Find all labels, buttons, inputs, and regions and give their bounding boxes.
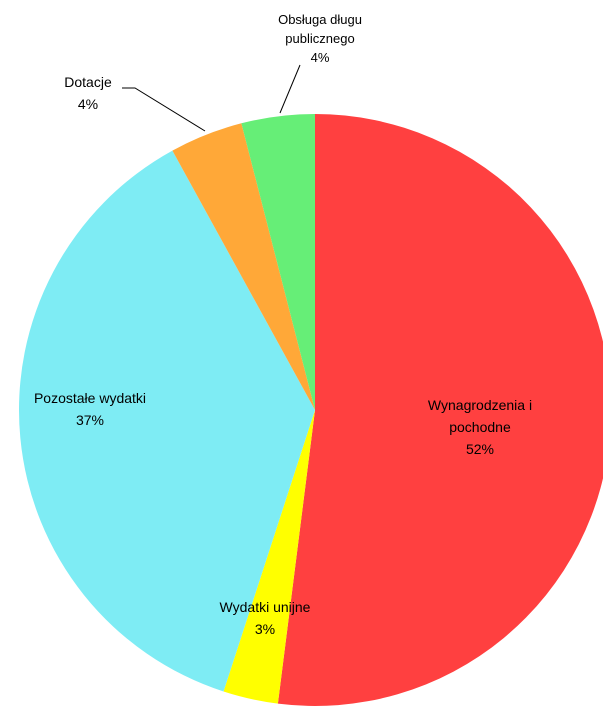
slice-label: Pozostałe wydatki 37% <box>5 387 175 431</box>
slice-label: Wynagrodzenia i pochodne 52% <box>415 394 545 460</box>
category-name: Pozostałe wydatki <box>33 390 147 406</box>
value-label: 4% <box>310 50 330 65</box>
pie-slice <box>172 123 315 411</box>
value-label: 4% <box>77 96 99 112</box>
pie-slice <box>241 114 315 410</box>
pie-slice <box>223 410 315 704</box>
value-label: 37% <box>75 412 105 428</box>
slice-label: Obsługa długu publicznego 4% <box>265 10 375 67</box>
category-name: Obsługa długu publicznego <box>278 12 362 46</box>
slice-label: Dotacje 4% <box>48 71 128 115</box>
pie-slice <box>277 114 603 706</box>
slice-label: Wydatki unijne 3% <box>195 596 335 640</box>
value-label: 3% <box>254 621 276 637</box>
category-name: Wynagrodzenia i pochodne <box>427 397 533 435</box>
value-label: 52% <box>465 441 495 457</box>
pie-slice <box>18 150 316 692</box>
category-name: Dotacje <box>64 74 112 90</box>
leader-line <box>122 87 206 132</box>
category-name: Wydatki unijne <box>219 599 311 615</box>
leader-line <box>279 64 301 114</box>
